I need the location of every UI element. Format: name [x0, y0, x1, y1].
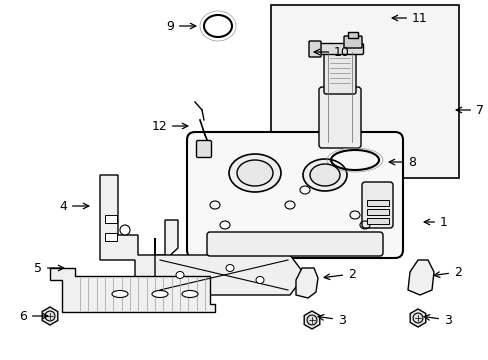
FancyBboxPatch shape	[186, 132, 402, 258]
Text: 2: 2	[433, 266, 461, 279]
Text: 6: 6	[19, 310, 48, 323]
Ellipse shape	[112, 291, 128, 297]
Polygon shape	[100, 175, 178, 280]
Ellipse shape	[228, 154, 281, 192]
Polygon shape	[304, 311, 319, 329]
Ellipse shape	[225, 265, 234, 271]
Polygon shape	[409, 309, 425, 327]
Ellipse shape	[152, 291, 168, 297]
Bar	[366, 209, 388, 215]
Polygon shape	[42, 307, 58, 325]
Polygon shape	[407, 260, 433, 295]
Ellipse shape	[256, 276, 264, 284]
Text: 12: 12	[151, 120, 187, 132]
Polygon shape	[155, 238, 305, 295]
FancyBboxPatch shape	[324, 48, 355, 94]
Ellipse shape	[303, 159, 346, 191]
FancyBboxPatch shape	[361, 182, 392, 228]
FancyBboxPatch shape	[308, 41, 320, 57]
Text: 9: 9	[166, 19, 195, 32]
Text: 4: 4	[59, 199, 89, 212]
Ellipse shape	[120, 225, 130, 235]
Ellipse shape	[176, 271, 183, 279]
FancyBboxPatch shape	[196, 140, 211, 158]
Bar	[366, 218, 388, 224]
Circle shape	[306, 315, 316, 325]
Bar	[270, 5, 458, 178]
Polygon shape	[50, 268, 215, 312]
Text: 3: 3	[423, 314, 451, 327]
Text: 10: 10	[313, 45, 349, 58]
Text: 8: 8	[388, 156, 415, 168]
Circle shape	[412, 313, 422, 323]
Ellipse shape	[309, 164, 339, 186]
Ellipse shape	[182, 291, 198, 297]
Text: 5: 5	[34, 261, 64, 274]
FancyBboxPatch shape	[206, 232, 382, 256]
Bar	[105, 215, 117, 223]
Bar	[366, 200, 388, 206]
Text: 2: 2	[324, 267, 355, 280]
Bar	[347, 32, 357, 38]
FancyBboxPatch shape	[318, 87, 360, 148]
FancyBboxPatch shape	[343, 36, 361, 48]
Ellipse shape	[237, 160, 272, 186]
Text: 7: 7	[455, 104, 483, 117]
Polygon shape	[295, 268, 317, 298]
Text: 1: 1	[423, 216, 447, 229]
Circle shape	[45, 311, 55, 321]
Bar	[105, 233, 117, 241]
Text: 3: 3	[318, 314, 345, 327]
FancyBboxPatch shape	[316, 44, 363, 54]
Text: 11: 11	[391, 12, 427, 24]
